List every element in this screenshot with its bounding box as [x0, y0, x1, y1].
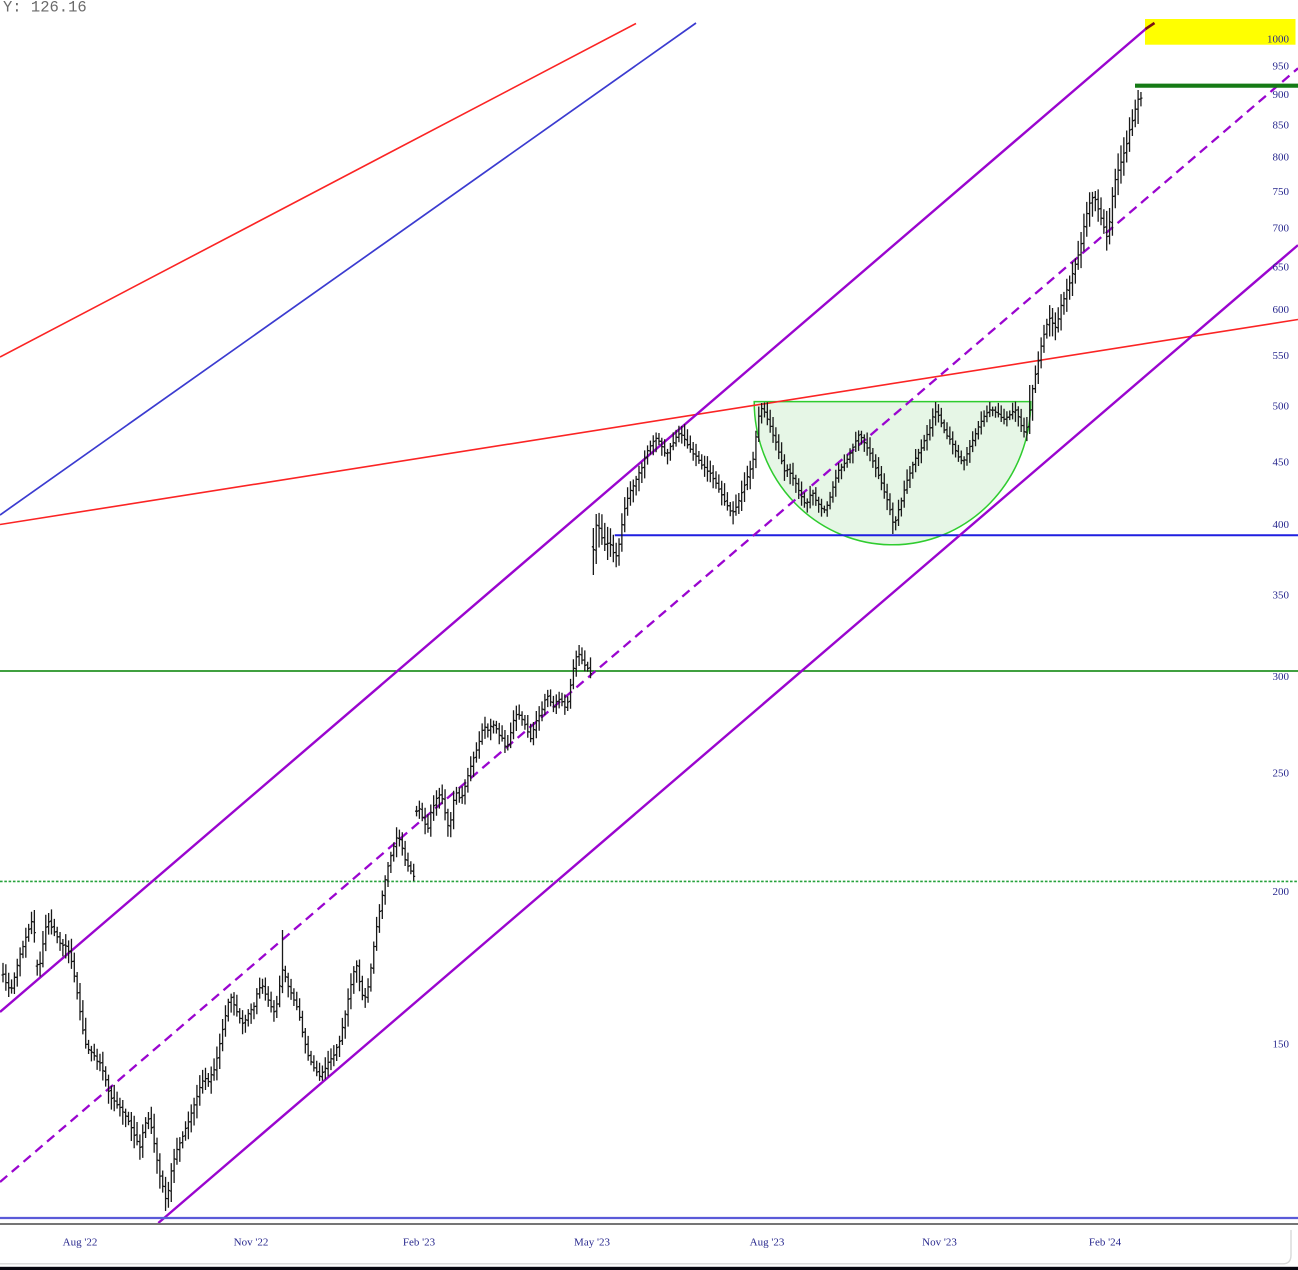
svg-text:850: 850	[1273, 120, 1290, 132]
svg-text:Aug '23: Aug '23	[750, 1237, 785, 1249]
svg-text:Nov '23: Nov '23	[922, 1237, 957, 1249]
svg-text:450: 450	[1273, 456, 1290, 468]
svg-text:550: 550	[1273, 350, 1290, 362]
svg-text:Nov '22: Nov '22	[234, 1237, 269, 1249]
svg-text:Aug '22: Aug '22	[63, 1237, 98, 1249]
svg-text:200: 200	[1273, 886, 1290, 898]
svg-text:500: 500	[1273, 401, 1290, 413]
svg-text:950: 950	[1273, 61, 1290, 73]
svg-text:May '23: May '23	[574, 1237, 610, 1249]
svg-text:350: 350	[1273, 590, 1290, 602]
svg-text:650: 650	[1273, 262, 1290, 274]
svg-text:600: 600	[1273, 304, 1290, 316]
svg-text:1000: 1000	[1267, 33, 1290, 45]
svg-text:150: 150	[1273, 1038, 1290, 1050]
svg-text:700: 700	[1273, 222, 1290, 234]
svg-text:750: 750	[1273, 186, 1290, 198]
svg-text:800: 800	[1273, 152, 1290, 164]
svg-text:Feb '24: Feb '24	[1089, 1237, 1122, 1249]
svg-text:Feb '23: Feb '23	[403, 1237, 436, 1249]
svg-text:300: 300	[1273, 671, 1290, 683]
svg-text:900: 900	[1273, 89, 1290, 101]
svg-text:250: 250	[1273, 768, 1290, 780]
svg-text:400: 400	[1273, 519, 1290, 531]
svg-text:Y: 126.16: Y: 126.16	[3, 0, 87, 17]
